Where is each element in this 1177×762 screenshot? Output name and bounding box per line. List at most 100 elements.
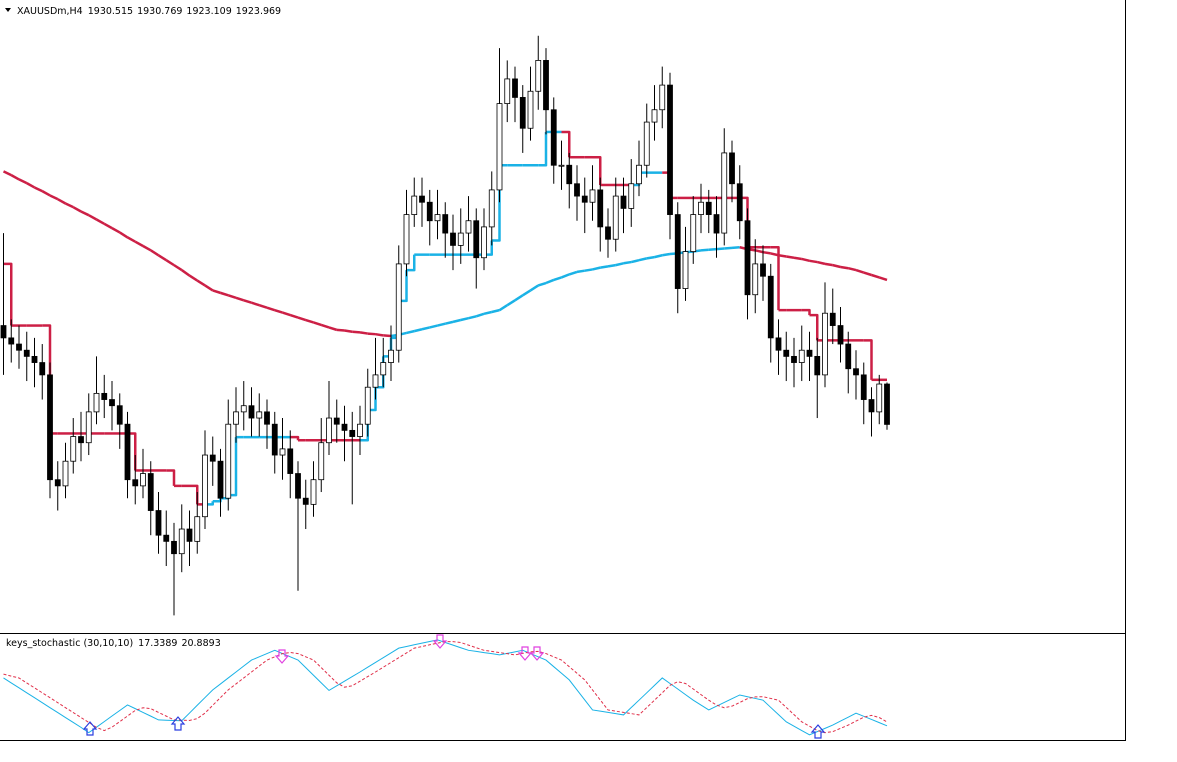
ma-segment <box>111 227 121 234</box>
ma-segment <box>824 262 833 267</box>
ma-segment <box>157 254 167 262</box>
ma-segment <box>855 268 865 274</box>
candle-body <box>411 195 418 215</box>
main-last: 17.3389 <box>138 638 177 649</box>
candle-body <box>403 214 410 265</box>
ma-segment <box>553 276 562 282</box>
ma-segment <box>344 329 353 333</box>
ma-segment <box>646 255 655 260</box>
candle-body <box>364 386 371 425</box>
ma-segment <box>630 258 640 264</box>
candle-body <box>256 411 263 419</box>
ma-segment <box>770 252 779 257</box>
candle-body <box>426 201 433 222</box>
ma-segment <box>421 326 431 331</box>
menu-arrow[interactable] <box>5 8 11 12</box>
candle-body <box>628 183 635 209</box>
candle-body <box>620 195 627 209</box>
trail-segment <box>538 131 548 167</box>
symbol: XAUUSDm,H4 <box>17 6 83 17</box>
ma-segment <box>150 249 160 257</box>
candle-body <box>488 189 495 228</box>
ma-segment <box>568 270 578 276</box>
candle-body <box>442 214 449 234</box>
ma-segment <box>529 284 539 292</box>
ma-segment <box>786 255 795 259</box>
ma-segment <box>452 318 462 324</box>
candle-body <box>310 479 317 505</box>
candle-body <box>853 368 859 376</box>
candle-body <box>512 78 518 98</box>
ma-segment <box>220 291 229 297</box>
ma-segment <box>49 194 59 201</box>
candle-body <box>705 201 712 215</box>
candle-body <box>225 423 232 499</box>
candle-body <box>140 473 146 487</box>
trail-segment <box>166 469 176 486</box>
last-close: 1923.969 <box>236 6 281 17</box>
ma-segment <box>274 308 283 314</box>
ma-segment <box>460 316 469 322</box>
candle-body <box>147 473 154 511</box>
candle-body <box>783 349 790 357</box>
candle-body <box>450 232 456 246</box>
last-low: 1923.109 <box>186 6 231 17</box>
ma-segment <box>654 254 663 259</box>
sell-arrow <box>517 646 533 661</box>
candle-body <box>566 164 573 185</box>
ma-segment <box>429 324 438 329</box>
ma-segment <box>708 247 717 251</box>
ma-segment <box>64 202 74 209</box>
indicator-name: keys_stochastic (30,10,10) <box>6 638 133 649</box>
ma-segment <box>119 231 129 239</box>
candle-body <box>822 312 828 376</box>
ma-segment <box>498 304 508 312</box>
ma-segment <box>662 252 671 257</box>
candle-body <box>767 275 774 339</box>
candle-body <box>713 214 720 234</box>
ma-segment <box>801 257 810 263</box>
candle-body <box>682 251 689 289</box>
sell-arrow <box>274 649 290 664</box>
candle-body <box>271 423 278 456</box>
ma-segment <box>468 315 477 320</box>
candle-body <box>744 220 751 296</box>
trail-segment <box>863 339 873 380</box>
ma-segment <box>41 190 51 197</box>
candle-body <box>16 343 22 351</box>
ma-segment <box>282 311 291 317</box>
candle-body <box>388 349 394 363</box>
ma-segment <box>514 294 524 302</box>
ma-segment <box>142 244 152 252</box>
ma-segment <box>475 312 485 318</box>
ma-segment <box>2 170 12 177</box>
candle-body <box>209 454 216 462</box>
candle-body <box>535 60 542 92</box>
ma-segment <box>33 186 43 193</box>
ma-segment <box>762 250 771 255</box>
candle-body <box>791 355 797 363</box>
candle-body <box>380 362 387 376</box>
candle-body <box>543 60 549 111</box>
ma-segment <box>289 313 299 319</box>
ma-segment <box>103 222 113 230</box>
ma-segment <box>537 281 547 287</box>
candle-body <box>217 460 224 499</box>
candle-body <box>349 429 356 437</box>
trail-segment <box>561 130 571 158</box>
trail-segment <box>406 254 416 272</box>
ma-segment <box>305 318 314 324</box>
ma-segment <box>258 304 268 309</box>
ma-segment <box>878 276 888 282</box>
ma-segment <box>297 316 307 322</box>
ma-segment <box>313 321 322 327</box>
ma-segment <box>816 260 826 266</box>
candle-body <box>264 411 270 425</box>
indicator-header: keys_stochastic (30,10,10) 17.3389 20.8893 <box>6 638 221 649</box>
buy-arrow <box>170 716 186 731</box>
signal-arrows <box>82 634 826 739</box>
candle-body <box>659 84 666 111</box>
candle-body <box>395 263 402 351</box>
candle-body <box>287 448 294 474</box>
